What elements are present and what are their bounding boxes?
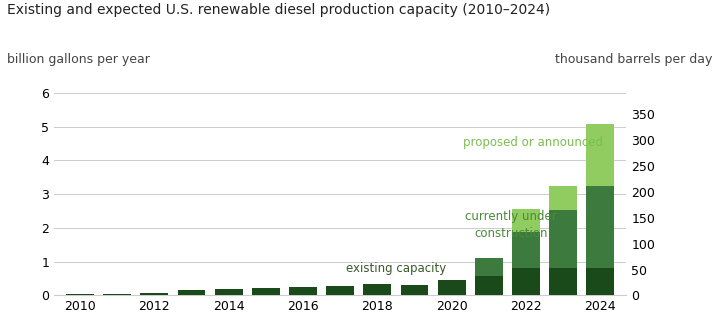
Bar — [326, 286, 354, 295]
Bar — [66, 294, 94, 295]
Bar — [587, 186, 614, 268]
Bar — [587, 268, 614, 295]
Bar — [289, 287, 317, 295]
Text: currently under
construction: currently under construction — [465, 210, 557, 240]
Text: Existing and expected U.S. renewable diesel production capacity (2010–2024): Existing and expected U.S. renewable die… — [7, 3, 550, 17]
Text: existing capacity: existing capacity — [346, 262, 446, 275]
Bar — [178, 290, 205, 295]
Bar — [549, 210, 577, 268]
Text: billion gallons per year: billion gallons per year — [7, 53, 150, 66]
Bar — [512, 268, 540, 295]
Bar — [587, 124, 614, 186]
Bar — [364, 284, 391, 295]
Bar — [140, 293, 168, 295]
Text: proposed or announced: proposed or announced — [464, 136, 603, 149]
Bar — [400, 285, 428, 295]
Bar — [103, 294, 131, 295]
Bar — [512, 232, 540, 268]
Text: thousand barrels per day: thousand barrels per day — [555, 53, 713, 66]
Bar — [512, 209, 540, 232]
Bar — [475, 258, 503, 276]
Bar — [252, 288, 280, 295]
Bar — [475, 276, 503, 295]
Bar — [438, 280, 466, 295]
Bar — [215, 290, 243, 295]
Bar — [549, 186, 577, 210]
Bar — [549, 268, 577, 295]
